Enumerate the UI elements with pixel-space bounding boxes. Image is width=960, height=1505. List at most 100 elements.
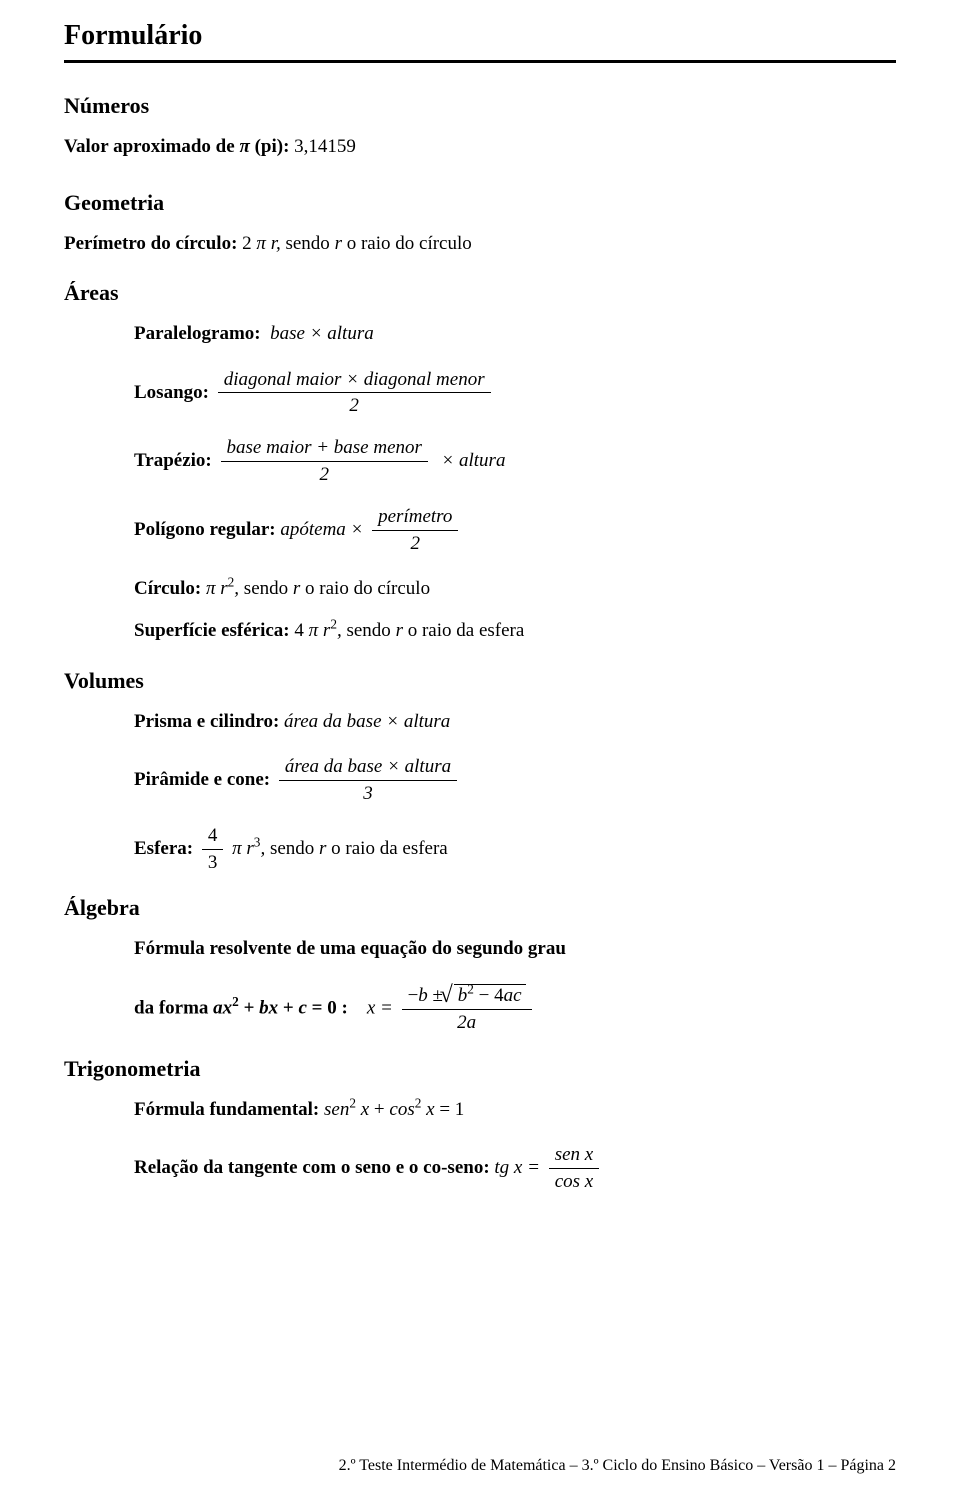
- esfera-label: Esfera:: [134, 838, 193, 859]
- circulo-area-line: Círculo: π r2, sendo r o raio do círculo: [134, 575, 896, 604]
- page-container: Formulário Números Valor aproximado de π…: [0, 0, 960, 1505]
- perimetro-tail: o raio do círculo: [347, 233, 472, 254]
- fundamental-plus: +: [374, 1099, 389, 1120]
- esfera-num: 4: [202, 825, 224, 850]
- section-areas: Áreas: [64, 280, 896, 306]
- superficie-four: 4: [294, 620, 308, 641]
- tangente-label: Relação da tangente com o seno e o co-se…: [134, 1157, 490, 1178]
- pi-value-line: Valor aproximado de π (pi): 3,14159: [64, 133, 896, 162]
- superficie-sendo: sendo: [346, 620, 395, 641]
- fundamental-line: Fórmula fundamental: sen2 x + cos2 x = 1: [134, 1096, 896, 1125]
- section-volumes: Volumes: [64, 668, 896, 694]
- tangente-line: Relação da tangente com o seno e o co-se…: [134, 1144, 896, 1193]
- poligono-line: Polígono regular: apótema × perímetro 2: [134, 506, 896, 555]
- trapezio-frac: base maior + base menor 2: [221, 437, 428, 486]
- tangente-frac: sen x cos x: [549, 1144, 600, 1193]
- rad-a: a: [504, 985, 514, 1006]
- tangente-den: cos x: [549, 1169, 600, 1193]
- fundamental-exp1: 2: [349, 1095, 356, 1110]
- fundamental-sen: sen: [324, 1099, 349, 1120]
- prisma-line: Prisma e cilindro: área da base × altura: [134, 708, 896, 737]
- poligono-label: Polígono regular:: [134, 519, 276, 540]
- piramide-den: 3: [279, 781, 457, 805]
- trapezio-num: base maior + base menor: [221, 437, 428, 462]
- prisma-formula: área da base × altura: [284, 711, 450, 732]
- page-title: Formulário: [64, 20, 896, 52]
- tangente-tg: tg x =: [494, 1157, 544, 1178]
- piramide-frac: área da base × altura 3: [279, 756, 457, 805]
- prisma-label: Prisma e cilindro:: [134, 711, 279, 732]
- resolvente-a: a: [213, 998, 223, 1019]
- resolvente-eqzero: = 0: [312, 998, 337, 1019]
- esfera-rvar: r: [319, 838, 331, 859]
- esfera-pi: π: [232, 838, 242, 859]
- fundamental-x2: x: [421, 1099, 434, 1120]
- sqrt-icon: √ b2 − 4ac: [452, 984, 526, 1007]
- circulo-label: Círculo:: [134, 578, 201, 599]
- esfera-sendo: sendo: [270, 838, 319, 859]
- resolvente-negb-minus: −: [408, 985, 419, 1006]
- superficie-exp: 2: [330, 617, 337, 632]
- resolvente-daforma: da forma: [134, 998, 213, 1019]
- trapezio-line: Trapézio: base maior + base menor 2 × al…: [134, 437, 896, 486]
- perimetro-pi: π: [256, 233, 266, 254]
- resolvente-c: c: [298, 998, 306, 1019]
- resolvente-xeq: x =: [367, 998, 398, 1019]
- perimetro-rvar: r: [335, 233, 347, 254]
- superficie-comma: ,: [337, 620, 342, 641]
- fundamental-x1: x: [356, 1099, 369, 1120]
- pi-label: Valor aproximado de: [64, 136, 239, 157]
- radicand: b2 − 4ac: [454, 984, 526, 1007]
- esfera-den: 3: [202, 850, 224, 874]
- perimetro-circulo-line: Perímetro do círculo: 2 π r, sendo r o r…: [64, 230, 896, 259]
- resolvente-den: 2a: [402, 1010, 532, 1034]
- circulo-sendo: sendo: [244, 578, 293, 599]
- losango-den: 2: [218, 393, 491, 417]
- resolvente-b: b: [259, 998, 269, 1019]
- rad-exp: 2: [467, 982, 474, 997]
- piramide-label: Pirâmide e cone:: [134, 769, 270, 790]
- paralelogramo-formula: base × altura: [265, 323, 373, 344]
- superficie-tail: o raio da esfera: [408, 620, 525, 641]
- losango-num: diagonal maior × diagonal menor: [218, 369, 491, 394]
- section-numeros: Números: [64, 93, 896, 119]
- section-geometria: Geometria: [64, 190, 896, 216]
- resolvente-line1: Fórmula resolvente de uma equação do seg…: [134, 935, 896, 964]
- radical-symbol: √: [440, 982, 453, 1009]
- perimetro-sendo: sendo: [285, 233, 334, 254]
- poligono-frac: perímetro 2: [372, 506, 458, 555]
- tangente-num: sen x: [549, 1144, 600, 1169]
- paralelogramo-line: Paralelogramo: base × altura: [134, 320, 896, 349]
- resolvente-num: −b ± √ b2 − 4ac: [402, 984, 532, 1010]
- piramide-num: área da base × altura: [279, 756, 457, 781]
- pi-value: 3,14159: [294, 136, 356, 157]
- poligono-num: perímetro: [372, 506, 458, 531]
- resolvente-negb: b: [418, 985, 428, 1006]
- pi-symbol: π: [239, 136, 249, 157]
- esfera-line: Esfera: 4 3 π r3, sendo r o raio da esfe…: [134, 825, 896, 874]
- resolvente-x2: x: [269, 998, 279, 1019]
- circulo-comma: ,: [234, 578, 239, 599]
- esfera-r: r: [246, 838, 253, 859]
- perimetro-label: Perímetro do círculo:: [64, 233, 242, 254]
- resolvente-frac: −b ± √ b2 − 4ac 2a: [402, 984, 532, 1034]
- resolvente-colon: :: [341, 998, 347, 1019]
- superficie-pi: π: [309, 620, 319, 641]
- pi-paren: (pi):: [255, 136, 295, 157]
- circulo-r: r: [220, 578, 227, 599]
- perimetro-r: r,: [271, 233, 281, 254]
- fundamental-cos: cos: [389, 1099, 414, 1120]
- losango-label: Losango:: [134, 382, 209, 403]
- paralelogramo-label: Paralelogramo:: [134, 323, 261, 344]
- resolvente-plus2: +: [283, 998, 299, 1019]
- resolvente-plus1: +: [244, 998, 260, 1019]
- rad-b: b: [458, 985, 468, 1006]
- superficie-rvar: r: [396, 620, 408, 641]
- resolvente-x1: x: [223, 998, 233, 1019]
- title-rule: [64, 60, 896, 63]
- perimetro-two: 2: [242, 233, 256, 254]
- esfera-comma: ,: [260, 838, 265, 859]
- rad-c: c: [513, 985, 521, 1006]
- trapezio-label: Trapézio:: [134, 450, 212, 471]
- losango-frac: diagonal maior × diagonal menor 2: [218, 369, 491, 418]
